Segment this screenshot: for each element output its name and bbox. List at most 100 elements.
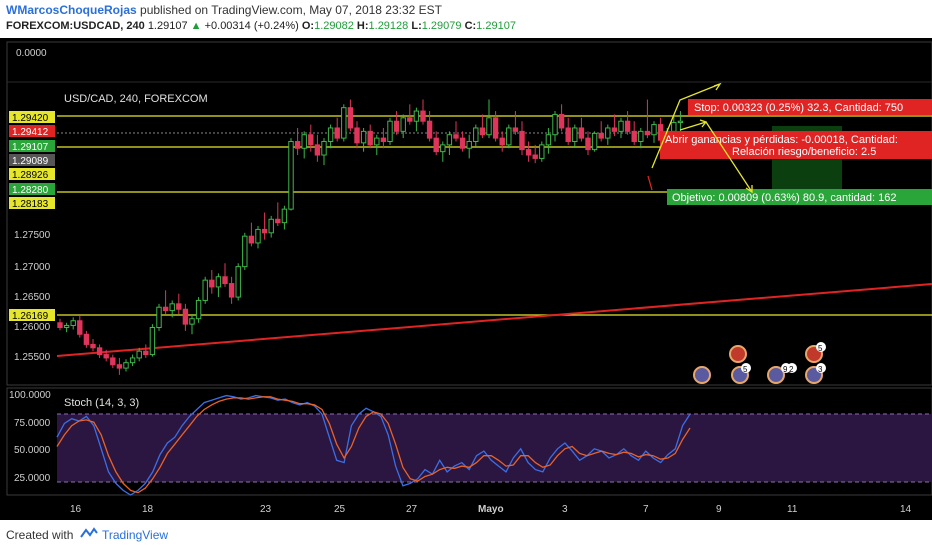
- candle[interactable]: [591, 132, 598, 151]
- candle[interactable]: [202, 279, 208, 301]
- us-flag-icon[interactable]: [693, 366, 711, 384]
- candle[interactable]: [235, 266, 241, 298]
- candle[interactable]: [578, 127, 585, 139]
- candle[interactable]: [103, 354, 109, 359]
- candle[interactable]: [539, 144, 545, 159]
- candle[interactable]: [453, 134, 459, 139]
- candle[interactable]: [605, 127, 611, 139]
- candle[interactable]: [96, 347, 103, 356]
- candle[interactable]: [90, 343, 96, 349]
- candle[interactable]: [116, 364, 123, 369]
- candle[interactable]: [334, 127, 340, 139]
- candle[interactable]: [347, 107, 354, 129]
- candle[interactable]: [149, 327, 156, 356]
- candle[interactable]: [426, 120, 433, 139]
- projection-arrows[interactable]: [651, 82, 753, 194]
- candle[interactable]: [143, 350, 149, 356]
- price-chart-svg[interactable]: 0.0000 1.29420 1.29412 1.29107 1.29089: [0, 38, 932, 520]
- candle[interactable]: [677, 120, 684, 124]
- candle[interactable]: [182, 308, 189, 325]
- candle[interactable]: [57, 322, 63, 329]
- candle[interactable]: [169, 303, 175, 312]
- candle[interactable]: [565, 127, 571, 142]
- candle[interactable]: [77, 320, 83, 335]
- candle[interactable]: [671, 122, 677, 132]
- candle[interactable]: [479, 127, 486, 136]
- candle[interactable]: [572, 127, 578, 142]
- candle[interactable]: [281, 208, 288, 224]
- author-link[interactable]: WMarcosChoqueRojas: [6, 3, 137, 17]
- candle[interactable]: [294, 140, 301, 149]
- candle[interactable]: [407, 117, 413, 122]
- candle[interactable]: [440, 144, 446, 153]
- candle[interactable]: [261, 228, 268, 234]
- candle[interactable]: [499, 137, 505, 146]
- candle[interactable]: [519, 130, 525, 151]
- candle[interactable]: [195, 299, 202, 320]
- candle[interactable]: [473, 127, 479, 142]
- candle[interactable]: [70, 320, 76, 326]
- candle[interactable]: [327, 127, 334, 142]
- candle[interactable]: [354, 127, 360, 144]
- candle[interactable]: [512, 127, 519, 132]
- candle[interactable]: [189, 318, 195, 325]
- candle[interactable]: [380, 137, 387, 142]
- candle[interactable]: [466, 140, 472, 149]
- candle[interactable]: [598, 132, 604, 139]
- candle[interactable]: [393, 120, 400, 132]
- candle[interactable]: [420, 110, 426, 122]
- candle[interactable]: [248, 235, 255, 244]
- candle[interactable]: [176, 303, 182, 310]
- candle[interactable]: [360, 130, 367, 144]
- candle[interactable]: [314, 144, 321, 156]
- candle[interactable]: [552, 113, 558, 136]
- candle[interactable]: [209, 279, 215, 288]
- candle[interactable]: [558, 113, 565, 129]
- candle[interactable]: [341, 107, 347, 139]
- candle[interactable]: [156, 306, 162, 329]
- candle[interactable]: [63, 324, 70, 329]
- candle[interactable]: [638, 130, 644, 142]
- candle[interactable]: [255, 228, 261, 244]
- candle[interactable]: [268, 218, 274, 234]
- candle[interactable]: [486, 117, 492, 136]
- trendline[interactable]: [56, 283, 932, 357]
- us-flag-icon[interactable]: [767, 366, 785, 384]
- candle[interactable]: [288, 140, 294, 210]
- candle[interactable]: [321, 140, 327, 156]
- candle[interactable]: [506, 127, 512, 146]
- candle[interactable]: [624, 120, 631, 132]
- candle[interactable]: [400, 117, 406, 132]
- candle[interactable]: [123, 362, 129, 369]
- candle[interactable]: [532, 154, 538, 159]
- candle[interactable]: [136, 350, 142, 359]
- tradingview-link[interactable]: TradingView: [102, 528, 169, 542]
- candle[interactable]: [446, 134, 453, 146]
- candle[interactable]: [215, 276, 222, 288]
- candle[interactable]: [374, 137, 380, 146]
- candle[interactable]: [545, 134, 552, 146]
- candle[interactable]: [631, 130, 637, 142]
- candle[interactable]: [129, 357, 136, 364]
- candle[interactable]: [228, 283, 235, 298]
- candle[interactable]: [110, 357, 116, 366]
- candle[interactable]: [275, 218, 281, 224]
- candle[interactable]: [162, 306, 169, 312]
- candle[interactable]: [618, 120, 624, 132]
- candle[interactable]: [308, 134, 314, 146]
- candle[interactable]: [242, 235, 248, 268]
- candle[interactable]: [459, 137, 466, 149]
- candle[interactable]: [433, 137, 439, 153]
- candle[interactable]: [525, 149, 532, 156]
- candle[interactable]: [651, 124, 657, 136]
- candle[interactable]: [644, 130, 651, 136]
- candle[interactable]: [387, 120, 393, 142]
- candle[interactable]: [222, 276, 228, 285]
- candle[interactable]: [83, 333, 90, 345]
- chart-area[interactable]: 0.0000 1.29420 1.29412 1.29107 1.29089: [0, 38, 932, 520]
- ca-flag-icon[interactable]: [729, 345, 747, 363]
- candle[interactable]: [585, 137, 591, 151]
- candle[interactable]: [413, 110, 420, 122]
- event-badges[interactable]: 5 9 2 3 5: [693, 342, 826, 384]
- candle[interactable]: [301, 134, 307, 149]
